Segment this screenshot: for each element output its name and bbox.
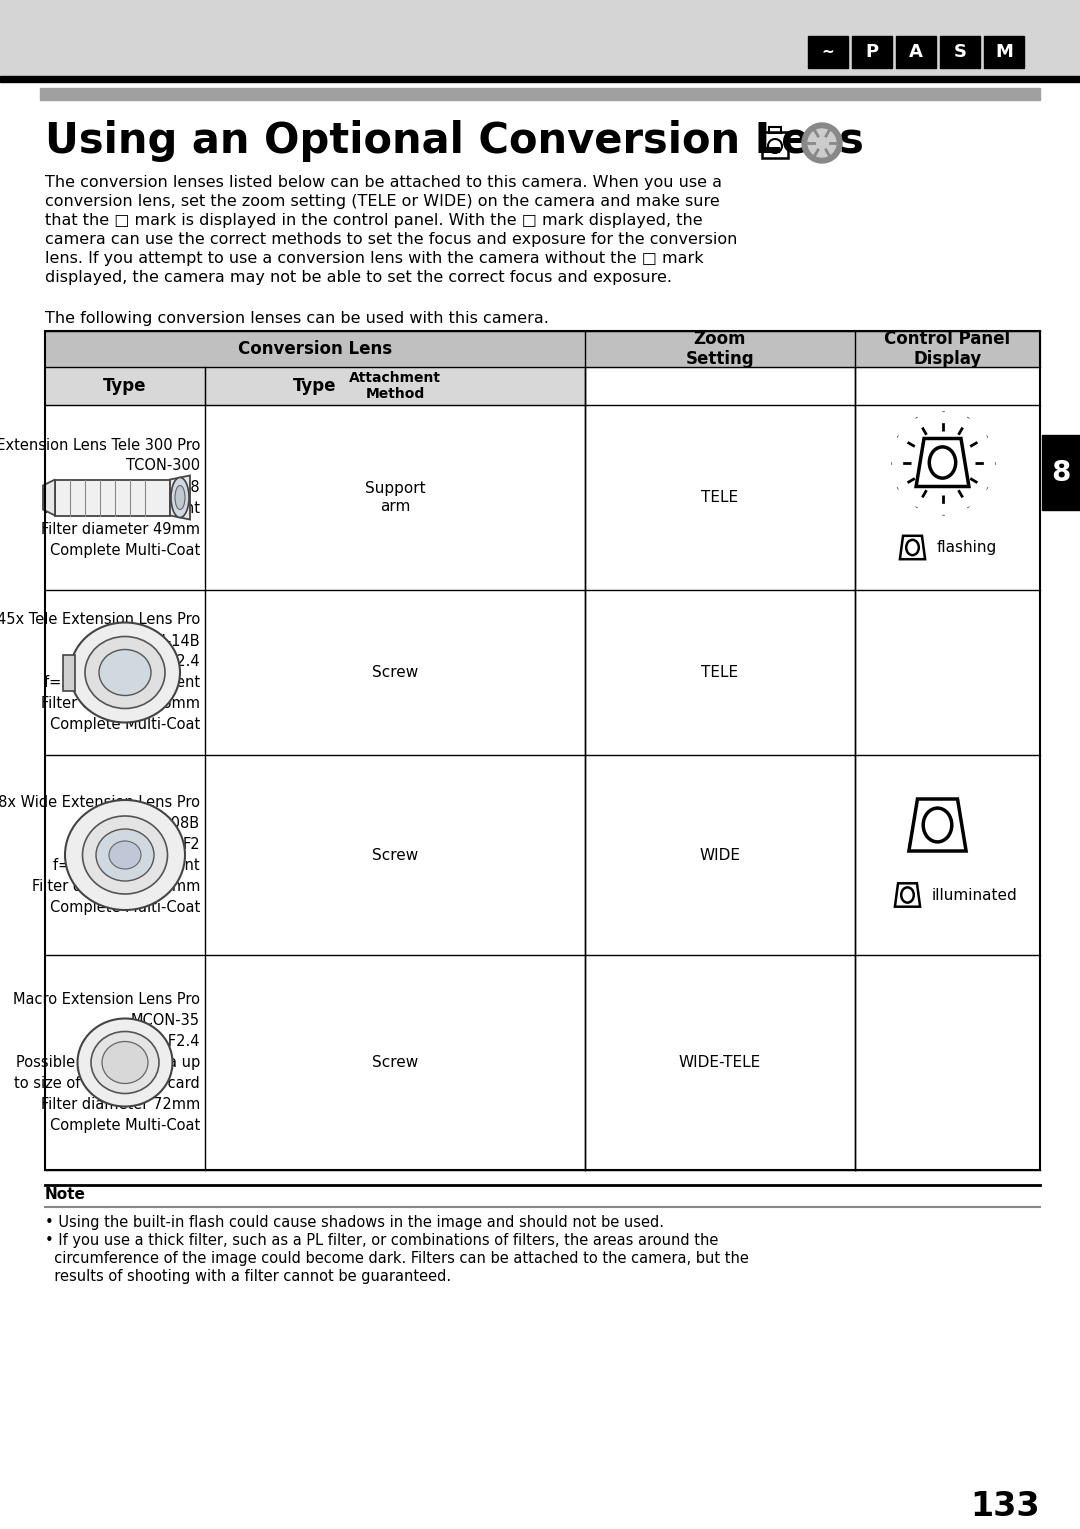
Text: Screw: Screw [372, 847, 418, 862]
Text: • Using the built-in flash could cause shadows in the image and should not be us: • Using the built-in flash could cause s… [45, 1216, 664, 1229]
Bar [45, 330, 1040, 1170]
Bar [762, 131, 788, 157]
Bar [852, 37, 892, 67]
Polygon shape [170, 476, 190, 520]
Text: results of shooting with a filter cannot be guaranteed.: results of shooting with a filter cannot… [45, 1269, 451, 1284]
Circle shape [808, 128, 836, 157]
Polygon shape [43, 480, 55, 515]
Bar [45, 590, 1040, 755]
Ellipse shape [109, 841, 141, 868]
Bar [63, 654, 75, 691]
Text: P: P [865, 43, 878, 61]
Text: flashing: flashing [936, 540, 997, 555]
Text: Screw: Screw [372, 665, 418, 680]
Text: 8: 8 [1051, 459, 1070, 488]
Text: 1.45x Tele Extension Lens Pro
TCON-14B
F2.4
f=200mm equivalent
Filter diameter 8: 1.45x Tele Extension Lens Pro TCON-14B F… [0, 613, 200, 732]
Text: 3x Extension Lens Tele 300 Pro
TCON-300
F2.8
f=420mm equivalent
Filter diameter : 3x Extension Lens Tele 300 Pro TCON-300 … [0, 437, 200, 558]
Text: Note: Note [45, 1187, 86, 1202]
Bar [45, 956, 1040, 1170]
Bar [769, 127, 781, 133]
Text: The following conversion lenses can be used with this camera.: The following conversion lenses can be u… [45, 310, 549, 326]
Text: conversion lens, set the zoom setting (TELE or WIDE) on the camera and make sure: conversion lens, set the zoom setting (T… [45, 194, 719, 209]
Text: TELE: TELE [701, 489, 739, 505]
Text: lens. If you attempt to use a conversion lens with the camera without the □ mark: lens. If you attempt to use a conversion… [45, 251, 704, 266]
Bar [1042, 434, 1080, 511]
Ellipse shape [171, 477, 189, 517]
Text: displayed, the camera may not be able to set the correct focus and exposure.: displayed, the camera may not be able to… [45, 271, 672, 284]
Text: Using an Optional Conversion Lens: Using an Optional Conversion Lens [45, 119, 864, 162]
Text: illuminated: illuminated [931, 887, 1017, 902]
Ellipse shape [99, 650, 151, 696]
Bar [896, 37, 936, 67]
Text: Attachment
Method: Attachment Method [349, 372, 441, 401]
Ellipse shape [70, 622, 180, 723]
Bar [585, 330, 855, 367]
Bar [45, 330, 585, 367]
Text: Control Panel
Display: Control Panel Display [885, 330, 1011, 368]
Bar [808, 37, 848, 67]
Bar [855, 330, 1040, 367]
Bar [205, 367, 585, 405]
Text: WIDE: WIDE [700, 847, 741, 862]
Ellipse shape [175, 486, 185, 509]
Text: that the □ mark is displayed in the control panel. With the □ mark displayed, th: that the □ mark is displayed in the cont… [45, 213, 703, 228]
Text: camera can use the correct methods to set the focus and exposure for the convers: camera can use the correct methods to se… [45, 232, 738, 248]
Text: Screw: Screw [372, 1055, 418, 1070]
Text: 0.8x Wide Extension Lens Pro
WCON-08B
F2
f=28mm equivalent
Filter diameter 105mm: 0.8x Wide Extension Lens Pro WCON-08B F2… [0, 795, 200, 914]
Text: • If you use a thick filter, such as a PL filter, or combinations of filters, th: • If you use a thick filter, such as a P… [45, 1232, 718, 1248]
Bar [40, 89, 1040, 99]
Text: M: M [995, 43, 1013, 61]
Bar [45, 367, 585, 405]
Ellipse shape [78, 1018, 173, 1107]
Text: Type: Type [294, 378, 337, 394]
Text: circumference of the image could become dark. Filters can be attached to the cam: circumference of the image could become … [45, 1251, 748, 1266]
Bar [55, 480, 170, 515]
Text: A: A [909, 43, 923, 61]
Ellipse shape [85, 636, 165, 708]
Text: Conversion Lens: Conversion Lens [238, 339, 392, 358]
Bar [0, 76, 1080, 83]
Text: ~: ~ [822, 44, 835, 60]
Ellipse shape [91, 1032, 159, 1093]
Text: Macro Extension Lens Pro
MCON-35
F2~F2.4
Possible to shoot area up
to size of a : Macro Extension Lens Pro MCON-35 F2~F2.4… [13, 992, 200, 1133]
Bar [984, 37, 1024, 67]
Bar [45, 755, 1040, 956]
Text: S: S [954, 43, 967, 61]
Text: WIDE-TELE: WIDE-TELE [679, 1055, 761, 1070]
Ellipse shape [82, 816, 167, 894]
Text: The conversion lenses listed below can be attached to this camera. When you use : The conversion lenses listed below can b… [45, 174, 723, 190]
Circle shape [802, 122, 842, 164]
Bar [0, 0, 1080, 80]
Ellipse shape [102, 1041, 148, 1084]
Text: Type: Type [104, 378, 147, 394]
Text: Support
arm: Support arm [365, 480, 426, 514]
Bar [45, 405, 1040, 590]
Ellipse shape [65, 800, 185, 910]
Text: Zoom
Setting: Zoom Setting [686, 330, 754, 368]
Ellipse shape [96, 829, 154, 881]
Text: 133: 133 [970, 1489, 1040, 1523]
Bar [940, 37, 980, 67]
Text: TELE: TELE [701, 665, 739, 680]
